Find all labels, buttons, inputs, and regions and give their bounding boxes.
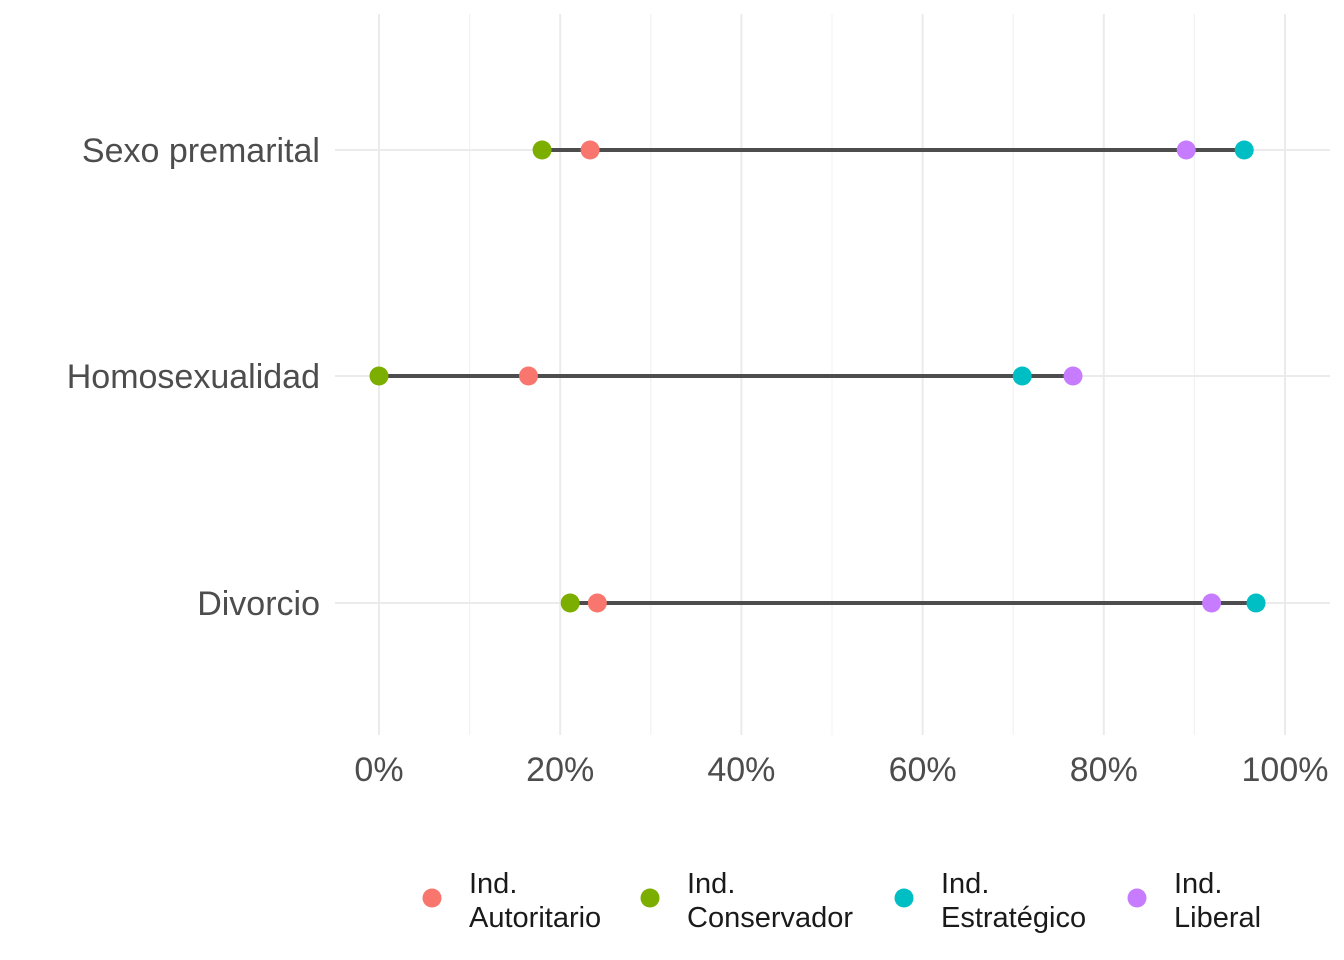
range-segments (379, 148, 1257, 605)
x-axis-tick-labels: 0% 20% 40% 60% 80% 100% (354, 751, 1328, 789)
legend-label-ind-estrategico: Ind. (941, 868, 989, 900)
point-homosexualidad-ind-autoritario (518, 366, 538, 386)
legend-key-ind-liberal (1127, 888, 1147, 908)
legend: Ind.AutoritarioInd.ConservadorInd.Estrat… (422, 868, 1261, 934)
x-tick-label: 20% (526, 751, 594, 789)
point-sexo-premarital-ind-conservador (532, 140, 552, 160)
point-homosexualidad-ind-liberal (1063, 366, 1083, 386)
legend-label-ind-estrategico: Estratégico (941, 902, 1086, 934)
data-points (369, 140, 1266, 613)
point-homosexualidad-ind-estrategico (1012, 366, 1032, 386)
legend-label-ind-conservador: Conservador (687, 902, 853, 934)
point-sexo-premarital-ind-liberal (1176, 140, 1196, 160)
point-sexo-premarital-ind-autoritario (580, 140, 600, 160)
legend-label-ind-conservador: Ind. (687, 868, 735, 900)
legend-item-ind-liberal: Ind.Liberal (1127, 868, 1261, 934)
legend-item-ind-autoritario: Ind.Autoritario (422, 868, 601, 934)
legend-label-ind-autoritario: Ind. (469, 868, 517, 900)
legend-label-ind-liberal: Liberal (1174, 902, 1261, 934)
legend-item-ind-estrategico: Ind.Estratégico (894, 868, 1086, 934)
legend-label-ind-liberal: Ind. (1174, 868, 1222, 900)
category-label-divorcio: Divorcio (197, 585, 320, 623)
legend-key-ind-estrategico (894, 888, 914, 908)
x-tick-label: 0% (354, 751, 403, 789)
point-divorcio-ind-autoritario (587, 593, 607, 613)
x-tick-label: 40% (707, 751, 775, 789)
point-divorcio-ind-estrategico (1246, 593, 1266, 613)
x-tick-label: 60% (889, 751, 957, 789)
point-divorcio-ind-liberal (1202, 593, 1222, 613)
category-axis-labels: Sexo premarital Homosexualidad Divorcio (67, 132, 320, 623)
point-sexo-premarital-ind-estrategico (1234, 140, 1254, 160)
x-tick-label: 80% (1070, 751, 1138, 789)
legend-item-ind-conservador: Ind.Conservador (640, 868, 853, 934)
legend-label-ind-autoritario: Autoritario (469, 902, 601, 934)
category-label-homosexualidad: Homosexualidad (67, 358, 320, 396)
legend-key-ind-autoritario (422, 888, 442, 908)
point-divorcio-ind-conservador (560, 593, 580, 613)
x-tick-label: 100% (1242, 751, 1329, 789)
point-homosexualidad-ind-conservador (369, 366, 389, 386)
category-label-sexo-premarital: Sexo premarital (82, 132, 320, 170)
legend-key-ind-conservador (640, 888, 660, 908)
